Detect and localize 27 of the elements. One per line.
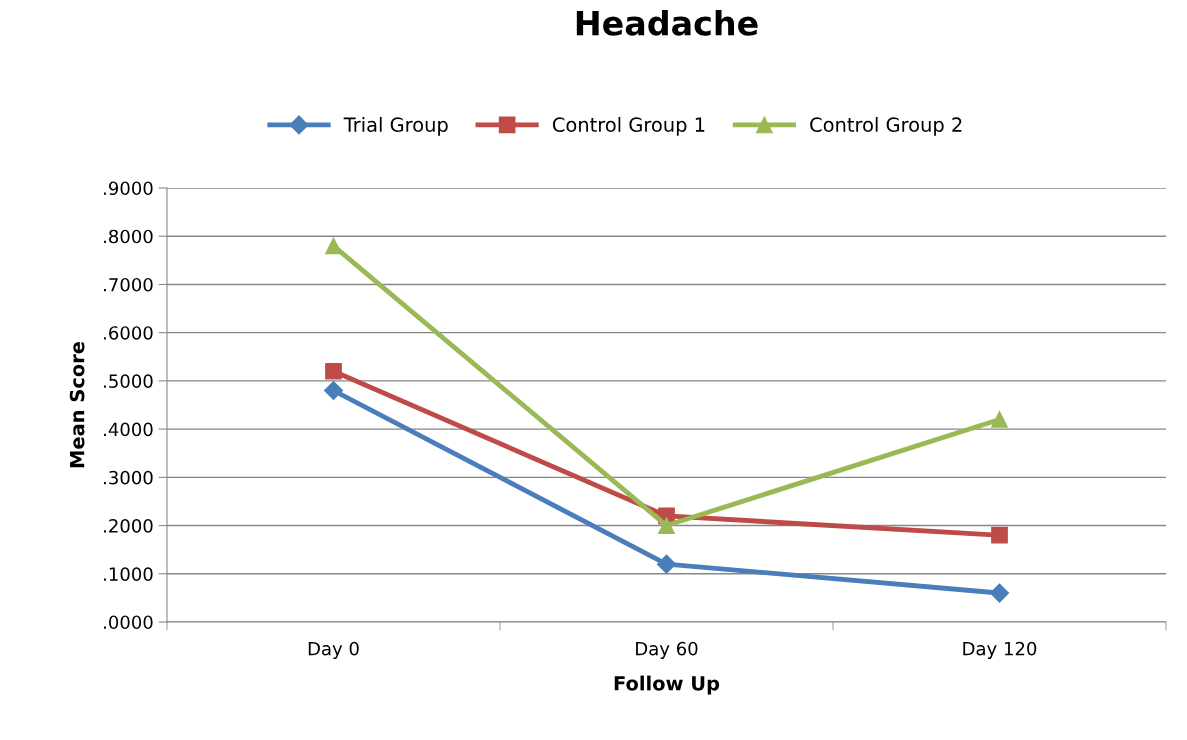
- y-tick-label: .6000: [104, 326, 153, 340]
- y-tick-label: .1000: [104, 567, 153, 581]
- point: [325, 237, 342, 255]
- y-tick-label: .4000: [104, 422, 153, 437]
- point: [325, 362, 342, 380]
- point: [991, 411, 1008, 428]
- x-tick-label: Day 120: [963, 641, 1037, 659]
- y-tick-label: .0000: [104, 615, 153, 630]
- legend-label: Control Group 2: [810, 116, 962, 136]
- x-tick-label: Day 0: [308, 641, 359, 659]
- y-tick-label: .8000: [104, 229, 153, 244]
- point: [989, 583, 1010, 603]
- y-tick-label: .7000: [104, 277, 153, 292]
- y-tick-label: .2000: [104, 519, 153, 533]
- x-axis-title: Follow Up: [614, 675, 720, 695]
- y-tick-label: .3000: [104, 470, 153, 485]
- point: [658, 517, 675, 534]
- y-tick-label: .9000: [104, 181, 153, 196]
- legend-label: Trial Group: [343, 116, 448, 136]
- point: [656, 554, 677, 574]
- y-tick-label: .5000: [104, 374, 153, 389]
- y-axis-title: Mean Score: [69, 341, 85, 468]
- point: [991, 526, 1008, 544]
- point: [323, 380, 344, 401]
- x-tick-label: Day 60: [636, 641, 698, 659]
- legend-label: Control Group 1: [552, 116, 705, 136]
- chart-title: Headache: [576, 9, 758, 36]
